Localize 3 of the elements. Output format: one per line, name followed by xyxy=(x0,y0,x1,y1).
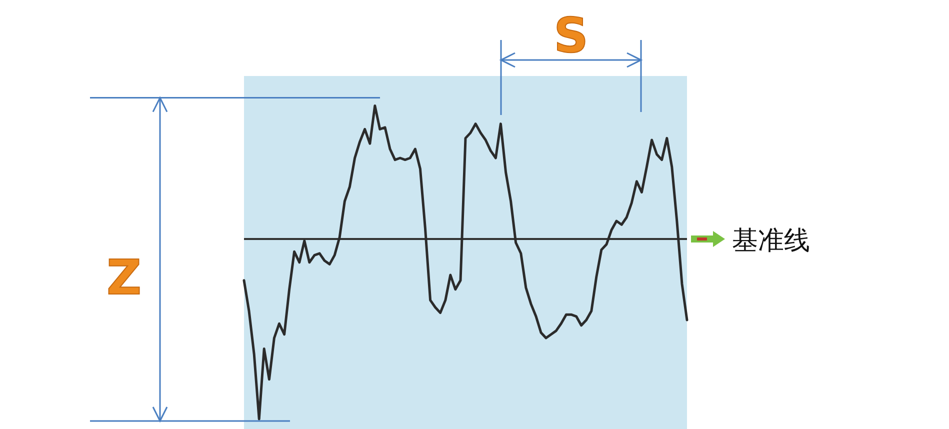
ref-line-label: 基准线 xyxy=(732,226,810,256)
text: Z xyxy=(106,250,142,306)
text: S xyxy=(554,8,588,64)
